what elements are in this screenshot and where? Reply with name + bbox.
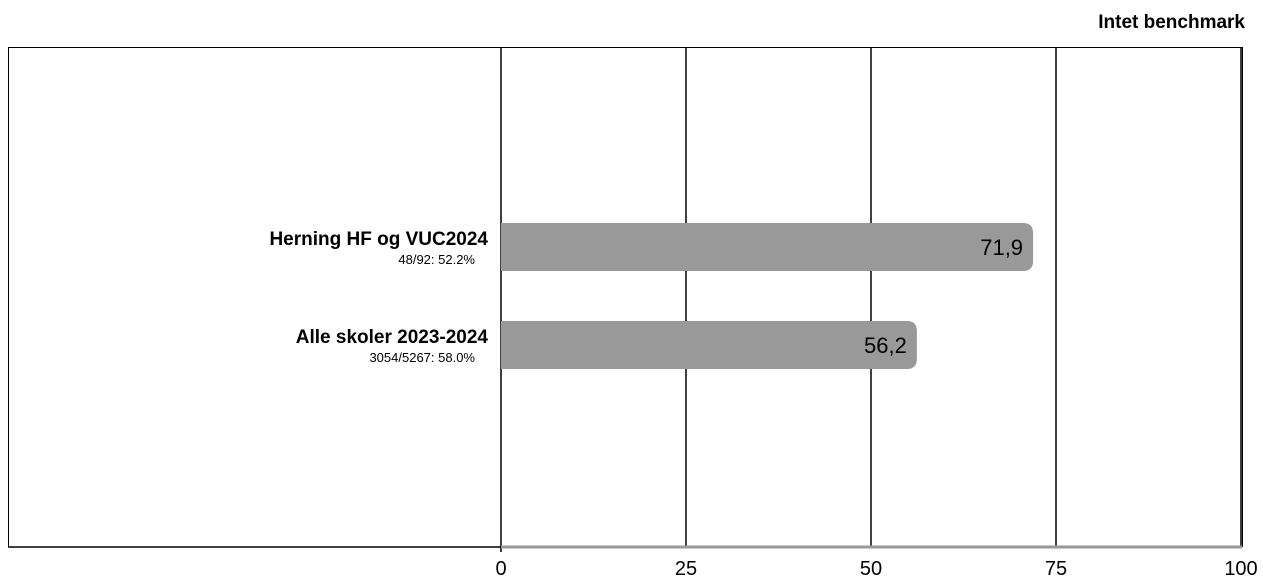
bar [501,223,1034,271]
category-label: Herning HF og VUC2024 [269,229,488,250]
bar-value-label: 56,2 [864,333,907,358]
benchmark-label: Intet benchmark [1098,12,1245,33]
category-subtitle: 48/92: 52.2% [398,252,475,267]
bar [501,321,917,369]
x-tick-label: 75 [1045,558,1067,578]
x-tick-label: 50 [860,558,882,578]
x-tick-label: 0 [495,558,506,578]
category-subtitle: 3054/5267: 58.0% [369,350,475,365]
chart-frame [8,47,1243,547]
x-tick-label: 25 [675,558,697,578]
category-label: Alle skoler 2023-2024 [296,327,489,348]
x-tick-label: 100 [1224,558,1257,578]
bar-value-label: 71,9 [980,235,1023,260]
